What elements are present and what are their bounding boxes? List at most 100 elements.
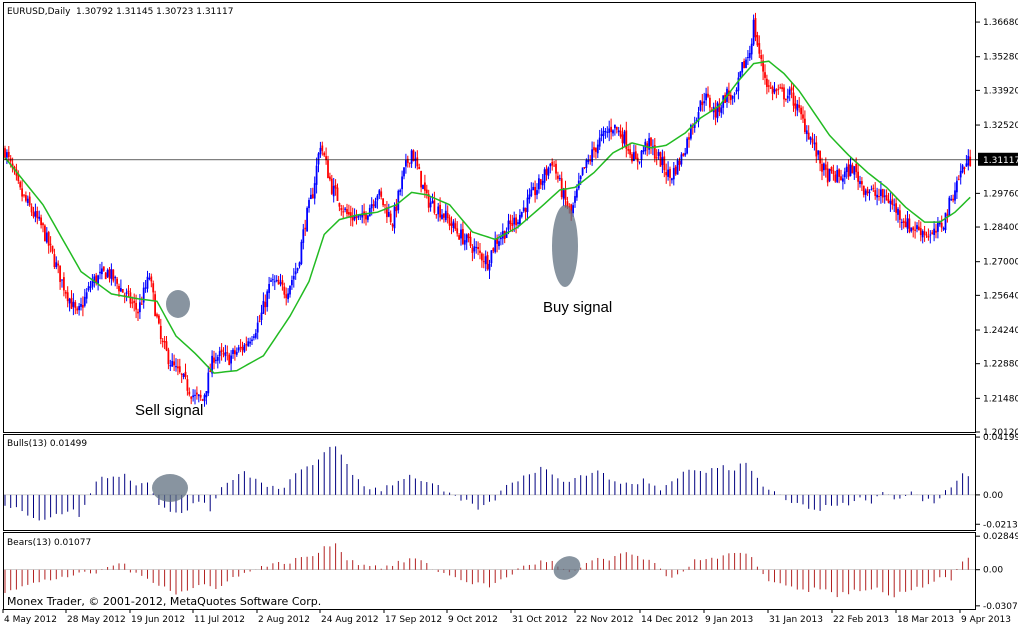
candle: [602, 126, 605, 144]
candle-body: [66, 292, 69, 302]
candle-body: [591, 149, 593, 162]
candle: [203, 393, 206, 407]
candle-body: [697, 112, 700, 122]
candle-body: [93, 276, 96, 283]
candle-body: [853, 166, 856, 175]
x-tick-label: 18 Mar 2013: [897, 615, 954, 625]
candle: [334, 179, 337, 196]
candle: [156, 312, 158, 319]
candle: [258, 314, 261, 323]
candle-body: [581, 167, 584, 175]
candle: [355, 209, 358, 225]
candle: [380, 187, 383, 200]
candle: [353, 208, 356, 222]
candle: [969, 149, 972, 167]
candle: [874, 182, 877, 200]
candle: [108, 267, 111, 283]
candle-body: [965, 163, 968, 167]
candle: [699, 100, 702, 112]
candle: [547, 166, 550, 180]
candle: [956, 176, 958, 199]
candle: [735, 87, 738, 95]
candle-body: [606, 131, 609, 133]
candle: [819, 150, 821, 172]
candle-body: [910, 227, 913, 232]
candle-body: [408, 162, 411, 164]
candle-body: [642, 150, 645, 152]
candle-body: [874, 190, 877, 196]
candle: [937, 216, 939, 239]
candle: [32, 206, 35, 219]
candle: [311, 187, 314, 199]
candle: [161, 337, 164, 348]
candle-body: [507, 220, 510, 230]
candle-body: [676, 159, 679, 175]
candle-body: [823, 163, 825, 171]
candle: [357, 215, 360, 221]
candle-body: [821, 163, 823, 172]
candle-body: [101, 268, 103, 275]
candle: [78, 303, 80, 316]
candle-body: [790, 87, 793, 91]
candle-body: [448, 217, 451, 226]
candle: [342, 205, 345, 219]
candle-body: [106, 270, 109, 277]
candle-body: [522, 207, 525, 211]
y-tick-label: 1.27000: [983, 258, 1018, 268]
candle-body: [484, 256, 487, 265]
candle-body: [900, 221, 903, 223]
candle: [215, 352, 217, 364]
candle-body: [665, 172, 668, 176]
candle: [862, 185, 865, 198]
bulls-signal-marker: [152, 474, 188, 502]
candle: [843, 167, 846, 185]
candle: [541, 173, 544, 190]
candle-body: [89, 286, 92, 288]
y-tick-label: 1.22880: [983, 360, 1018, 370]
candle: [213, 350, 215, 370]
candle: [576, 184, 578, 201]
candle: [196, 386, 198, 400]
candle-body: [178, 366, 181, 373]
candle: [805, 125, 808, 142]
candle: [553, 160, 555, 167]
candle: [824, 157, 827, 178]
candle: [408, 162, 411, 168]
x-tick-label: 31 Oct 2012: [512, 615, 568, 625]
candle-body: [425, 189, 428, 194]
candle-body: [752, 19, 755, 45]
buy-signal-marker: [552, 205, 578, 287]
candle: [633, 144, 635, 162]
candle: [511, 214, 514, 233]
candle: [534, 180, 536, 203]
candle: [676, 158, 679, 175]
candle: [522, 200, 525, 213]
sell-signal-label: Sell signal: [135, 402, 203, 419]
candle-body: [272, 279, 274, 281]
candle-body: [572, 205, 574, 214]
candle-body: [131, 302, 134, 304]
candle-body: [382, 198, 384, 206]
candle: [775, 88, 778, 99]
candle: [332, 177, 335, 203]
candle-body: [946, 214, 949, 216]
candle: [163, 335, 166, 350]
candle-body: [427, 193, 430, 208]
candle: [688, 132, 690, 148]
candle-body: [397, 190, 400, 211]
candle: [581, 167, 584, 177]
candle-body: [95, 275, 98, 284]
candle-body: [420, 170, 422, 188]
candle-body: [838, 169, 840, 177]
candle: [807, 125, 810, 140]
moving-average-line: [4, 60, 971, 374]
candle: [686, 136, 688, 155]
candle-body: [634, 151, 637, 159]
candle-body: [232, 349, 234, 354]
candle: [300, 239, 303, 266]
candle: [220, 343, 223, 361]
sell-signal-marker: [166, 290, 190, 318]
candle: [395, 198, 398, 218]
candle: [344, 207, 346, 213]
candle: [638, 161, 641, 165]
